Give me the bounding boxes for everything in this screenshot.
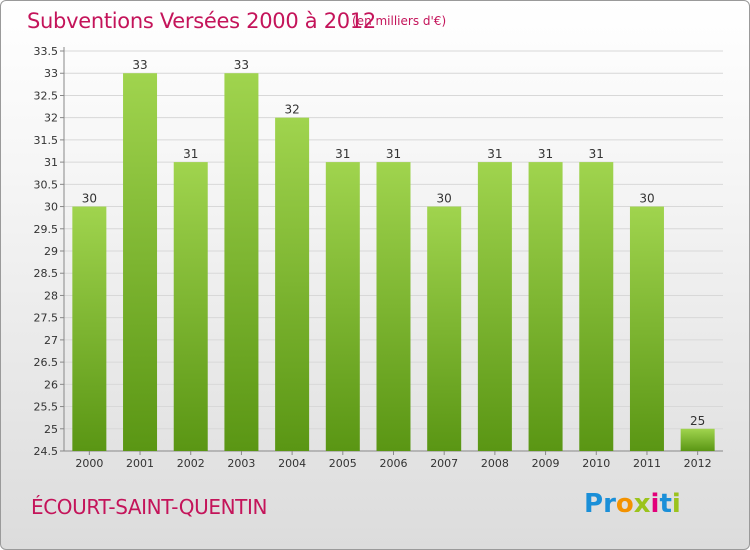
bar-2000 <box>72 206 107 451</box>
y-tick-label: 27 <box>44 334 58 347</box>
x-tick-label: 2010 <box>582 457 610 470</box>
bar-2006 <box>376 162 411 451</box>
x-tick-label: 2008 <box>481 457 509 470</box>
data-label: 30 <box>437 192 452 206</box>
y-tick-label: 30.5 <box>34 178 59 191</box>
y-tick-label: 26.5 <box>34 356 59 369</box>
y-tick-label: 29.5 <box>34 223 59 236</box>
x-tick-label: 2004 <box>278 457 306 470</box>
commune-name: ÉCOURT-SAINT-QUENTIN <box>31 495 268 519</box>
y-axis-ticks: 24.5 25 25.5 26 26.5 27 27.5 28 28.5 29 29.5 30 30.5… <box>34 45 64 458</box>
bar-2010 <box>579 162 614 451</box>
brand-letter: o <box>615 489 634 519</box>
bar-2008 <box>477 162 512 451</box>
y-tick-label: 32.5 <box>34 89 59 102</box>
y-tick-label: 32 <box>44 112 58 125</box>
data-label: 31 <box>335 147 350 161</box>
x-tick-label: 2007 <box>430 457 458 470</box>
brand-letter: x <box>633 489 651 519</box>
x-tick-label: 2001 <box>126 457 154 470</box>
bar-2003 <box>224 73 259 451</box>
data-label: 31 <box>183 147 198 161</box>
bar-2005 <box>325 162 360 451</box>
y-tick-label: 25 <box>44 423 58 436</box>
y-tick-label: 31 <box>44 156 58 169</box>
data-label: 31 <box>538 147 553 161</box>
x-tick-label: 2012 <box>684 457 712 470</box>
data-label: 31 <box>386 147 401 161</box>
y-tick-label: 26 <box>44 378 58 391</box>
data-label: 25 <box>690 414 705 428</box>
x-tick-label: 2011 <box>633 457 661 470</box>
y-tick-label: 33 <box>44 67 58 80</box>
y-tick-label: 27.5 <box>34 312 59 325</box>
brand-letter: r <box>603 489 616 519</box>
chart-title: Subventions Versées 2000 à 2012 <box>27 9 376 33</box>
brand-letter: t <box>659 489 672 519</box>
brand-letter: i <box>650 489 660 519</box>
bar-2011 <box>629 206 664 451</box>
x-tick-label: 2009 <box>532 457 560 470</box>
brand-logo: Proxiti <box>584 489 681 519</box>
y-tick-label: 28 <box>44 289 58 302</box>
y-tick-label: 25.5 <box>34 401 59 414</box>
data-labels: 30 33 31 33 32 31 31 30 31 31 31 30 25 <box>82 58 706 428</box>
y-tick-label: 31.5 <box>34 134 59 147</box>
brand-letter: P <box>584 489 604 519</box>
bar-2002 <box>173 162 208 451</box>
data-label: 33 <box>132 58 147 72</box>
x-axis-ticks: 2000 2001 2002 2003 2004 2005 2006 2007 2008 2009… <box>75 451 712 470</box>
y-tick-label: 28.5 <box>34 267 59 280</box>
x-tick-label: 2000 <box>75 457 103 470</box>
bar-2004 <box>275 117 310 452</box>
brand-letter: i <box>671 489 681 519</box>
data-label: 30 <box>639 192 654 206</box>
x-tick-label: 2005 <box>329 457 357 470</box>
x-tick-label: 2006 <box>380 457 408 470</box>
bar-2001 <box>123 73 158 451</box>
bar-2012 <box>680 428 715 451</box>
data-label: 33 <box>234 58 249 72</box>
data-label: 32 <box>284 103 299 117</box>
data-label: 30 <box>82 192 97 206</box>
bars <box>72 73 715 452</box>
unit-note: (en milliers d'€) <box>352 14 447 28</box>
bar-2007 <box>427 206 462 451</box>
y-tick-label: 29 <box>44 245 58 258</box>
bar-2009 <box>528 162 563 451</box>
y-tick-label: 30 <box>44 201 58 214</box>
data-label: 31 <box>589 147 604 161</box>
data-label: 31 <box>487 147 502 161</box>
y-tick-label: 33.5 <box>34 45 59 58</box>
x-tick-label: 2003 <box>227 457 255 470</box>
x-tick-label: 2002 <box>177 457 205 470</box>
y-tick-label: 24.5 <box>34 445 59 458</box>
